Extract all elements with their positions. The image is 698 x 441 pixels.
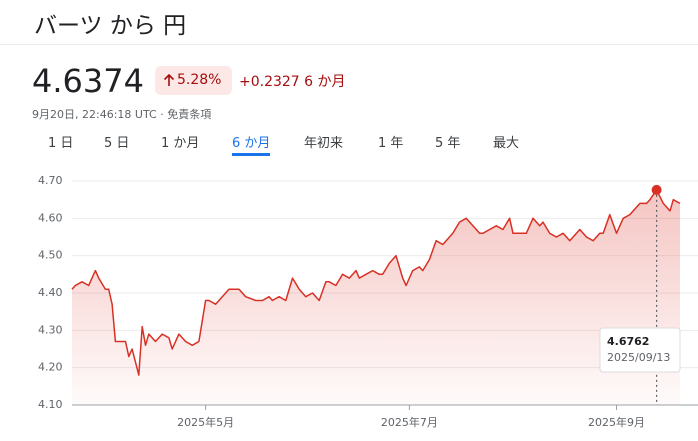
change-badge: 5.28%	[155, 66, 232, 95]
y-tick-label: 4.60	[38, 211, 63, 224]
change: +0.2327 6 か月	[239, 71, 346, 91]
tooltip-box	[599, 327, 681, 373]
change-value: +0.2327	[239, 74, 300, 90]
up-arrow	[163, 74, 175, 86]
tab[interactable]: 1 年	[378, 136, 404, 151]
tab[interactable]: 1 日	[48, 136, 74, 151]
tooltip: 4.6762 2025/09/13	[599, 327, 681, 373]
line	[71, 189, 681, 376]
x-tick-label: 2025年5月	[177, 415, 234, 429]
x-tick-label: 2025年7月	[381, 415, 438, 429]
y-tick-label: 4.40	[38, 286, 63, 299]
tooltip-dot	[651, 184, 662, 195]
tab[interactable]: 1 か月	[161, 136, 200, 151]
tab[interactable]: 最大	[493, 136, 520, 151]
tooltip-date: 2025/09/13	[607, 351, 670, 364]
area	[72, 189, 680, 405]
tab[interactable]: 年初来	[304, 136, 344, 151]
divider	[0, 44, 698, 45]
tab[interactable]: 6 か月	[232, 132, 271, 156]
disclaimer-link[interactable]: 免責条項	[167, 108, 212, 121]
tab[interactable]: 5 年	[435, 136, 461, 151]
change-percent: 5.28%	[177, 72, 222, 88]
y-tick-label: 4.20	[38, 361, 63, 374]
y-tick-label: 4.30	[38, 323, 63, 336]
timestamp-row: 9月20日, 22:46:18 UTC · 免責条項	[32, 108, 212, 121]
tooltip-value: 4.6762	[607, 335, 649, 348]
x-tick-label: 2025年9月	[588, 415, 645, 429]
y-tick-label: 4.70	[38, 174, 63, 187]
timestamp: 9月20日, 22:46:18 UTC	[32, 108, 157, 121]
title: バーツ から 円	[34, 13, 187, 39]
y-tick-label: 4.50	[38, 249, 63, 262]
period: 6 か月	[304, 74, 346, 90]
tab[interactable]: 5 日	[104, 136, 130, 151]
price: 4.6374	[32, 62, 144, 100]
y-tick-label: 4.10	[38, 398, 63, 411]
